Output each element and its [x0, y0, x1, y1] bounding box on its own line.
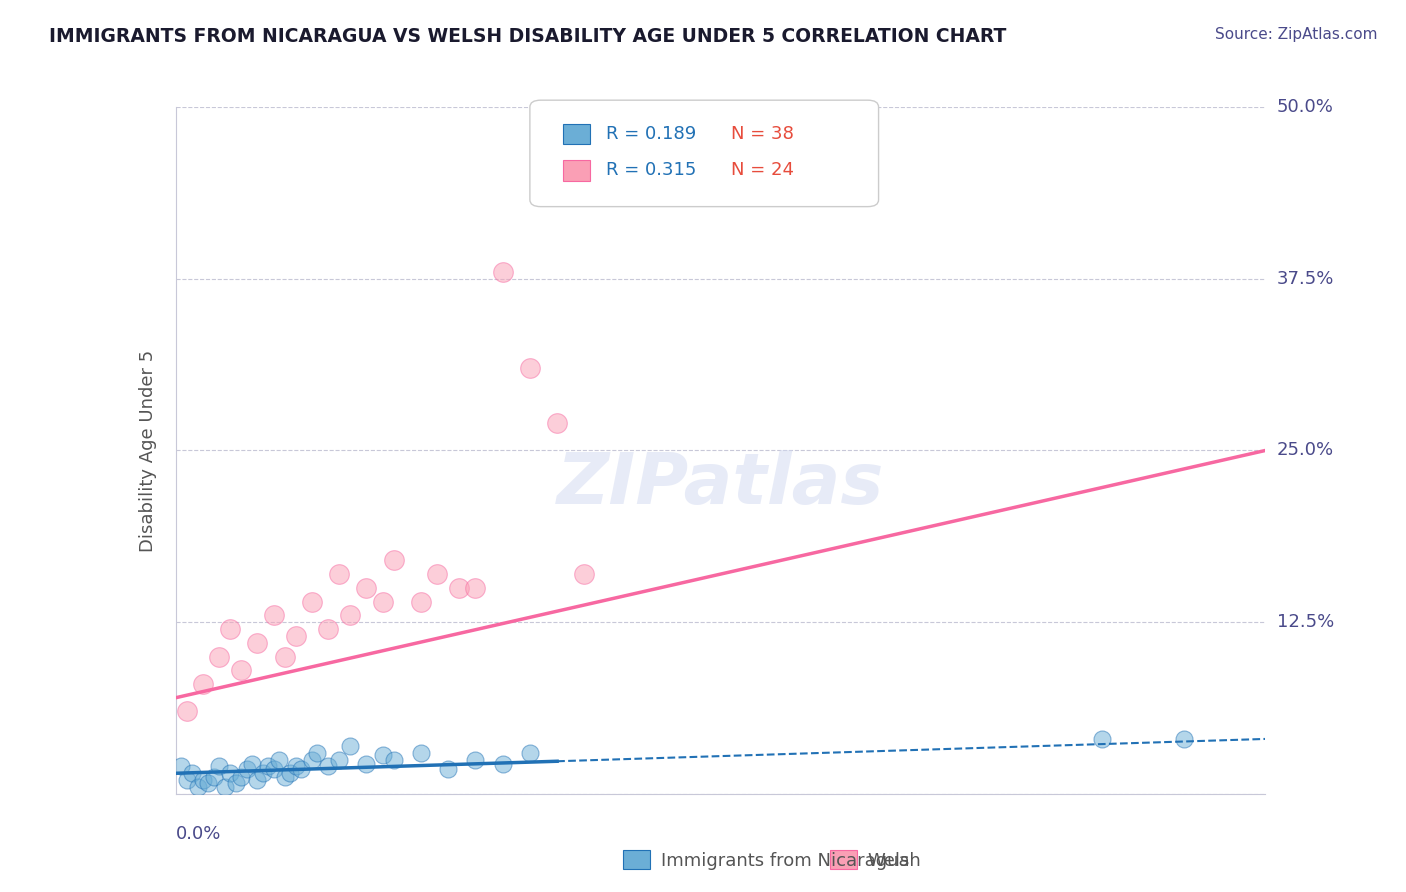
Point — [246, 636, 269, 650]
Point — [257, 759, 280, 773]
Y-axis label: Disability Age Under 5: Disability Age Under 5 — [139, 350, 157, 551]
Text: R = 0.189: R = 0.189 — [606, 125, 696, 143]
Point — [464, 753, 486, 767]
Text: 0.0%: 0.0% — [176, 825, 221, 843]
Point — [371, 594, 394, 608]
Point — [170, 759, 193, 773]
Point — [301, 594, 323, 608]
Point — [339, 608, 361, 623]
Point — [181, 766, 204, 780]
Point — [208, 759, 231, 773]
Point — [382, 553, 405, 567]
Text: 37.5%: 37.5% — [1277, 269, 1334, 288]
Point — [574, 567, 596, 582]
Point — [214, 780, 236, 794]
Point — [284, 759, 307, 773]
Text: Source: ZipAtlas.com: Source: ZipAtlas.com — [1215, 27, 1378, 42]
FancyBboxPatch shape — [830, 850, 856, 870]
Point — [492, 756, 515, 771]
Point — [1091, 731, 1114, 746]
Point — [437, 762, 460, 776]
Point — [464, 581, 486, 595]
Point — [447, 581, 470, 595]
Point — [186, 780, 209, 794]
Point — [274, 649, 297, 664]
Text: N = 38: N = 38 — [731, 125, 794, 143]
Point — [328, 567, 350, 582]
FancyBboxPatch shape — [562, 160, 591, 180]
Point — [202, 771, 225, 785]
Point — [328, 753, 350, 767]
Point — [274, 771, 297, 785]
Point — [191, 773, 214, 788]
FancyBboxPatch shape — [530, 100, 879, 207]
Point — [307, 746, 329, 760]
Point — [235, 762, 257, 776]
Point — [231, 663, 253, 677]
Point — [191, 677, 214, 691]
Point — [371, 748, 394, 763]
Point — [290, 762, 312, 776]
Point — [225, 776, 247, 790]
Point — [252, 766, 274, 780]
Point — [263, 608, 285, 623]
Point — [219, 622, 242, 636]
Point — [219, 766, 242, 780]
Text: 25.0%: 25.0% — [1277, 442, 1334, 459]
Text: IMMIGRANTS FROM NICARAGUA VS WELSH DISABILITY AGE UNDER 5 CORRELATION CHART: IMMIGRANTS FROM NICARAGUA VS WELSH DISAB… — [49, 27, 1007, 45]
Text: ZIPatlas: ZIPatlas — [557, 450, 884, 519]
Point — [231, 771, 253, 785]
Point — [519, 746, 541, 760]
Point — [176, 705, 198, 719]
Point — [492, 265, 515, 279]
Point — [382, 753, 405, 767]
Point — [426, 567, 449, 582]
Point — [356, 756, 378, 771]
Point — [301, 753, 323, 767]
Point — [284, 629, 307, 643]
FancyBboxPatch shape — [623, 850, 650, 870]
Point — [263, 762, 285, 776]
Point — [546, 416, 568, 430]
Point — [318, 759, 340, 773]
Point — [339, 739, 361, 753]
Point — [318, 622, 340, 636]
Text: Immigrants from Nicaragua: Immigrants from Nicaragua — [661, 852, 910, 870]
Text: R = 0.315: R = 0.315 — [606, 161, 696, 179]
Point — [409, 594, 432, 608]
Text: N = 24: N = 24 — [731, 161, 794, 179]
Point — [176, 773, 198, 788]
Point — [240, 756, 263, 771]
Text: Welsh: Welsh — [868, 852, 921, 870]
Point — [208, 649, 231, 664]
Point — [246, 773, 269, 788]
Point — [356, 581, 378, 595]
Point — [1173, 731, 1195, 746]
Text: 50.0%: 50.0% — [1277, 98, 1333, 116]
Point — [197, 776, 219, 790]
Point — [278, 766, 301, 780]
Point — [409, 746, 432, 760]
Text: 12.5%: 12.5% — [1277, 613, 1334, 632]
Point — [519, 361, 541, 376]
Point — [269, 753, 291, 767]
FancyBboxPatch shape — [562, 123, 591, 145]
